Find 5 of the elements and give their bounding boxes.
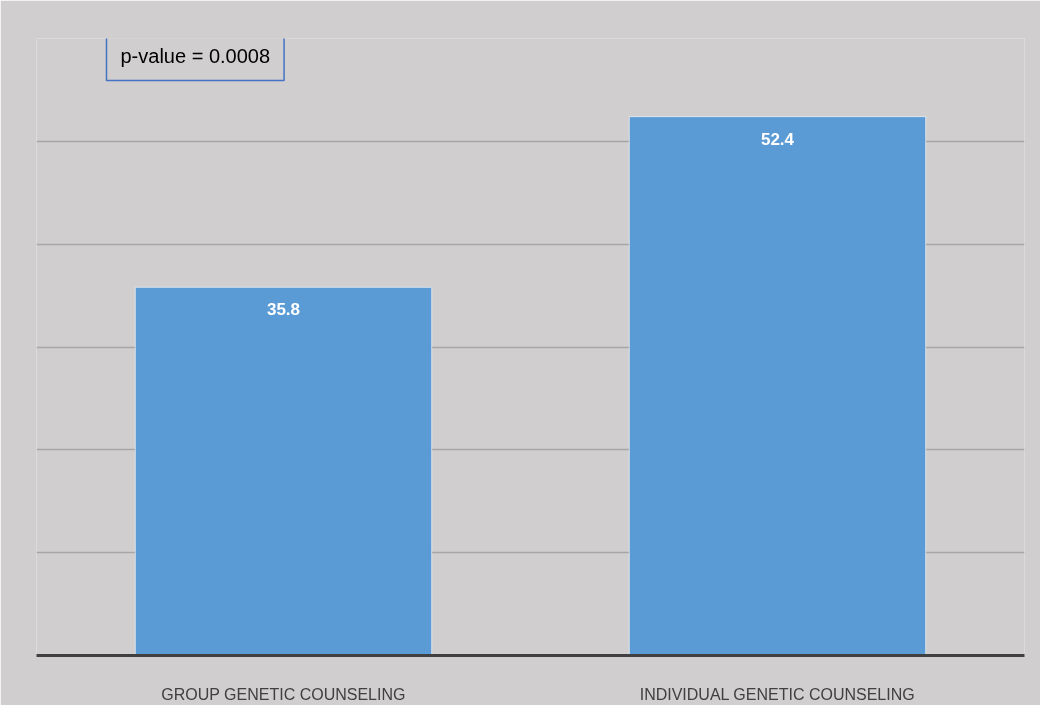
annotation: p-value = 0.0008 xyxy=(120,44,271,67)
data-label: 35.8 xyxy=(266,300,301,320)
x-tick-label: INDIVIDUAL GENETIC COUNSELING xyxy=(639,685,915,703)
x-tick-label: GROUP GENETIC COUNSELING xyxy=(161,685,406,703)
data-label: 52.4 xyxy=(760,129,795,149)
